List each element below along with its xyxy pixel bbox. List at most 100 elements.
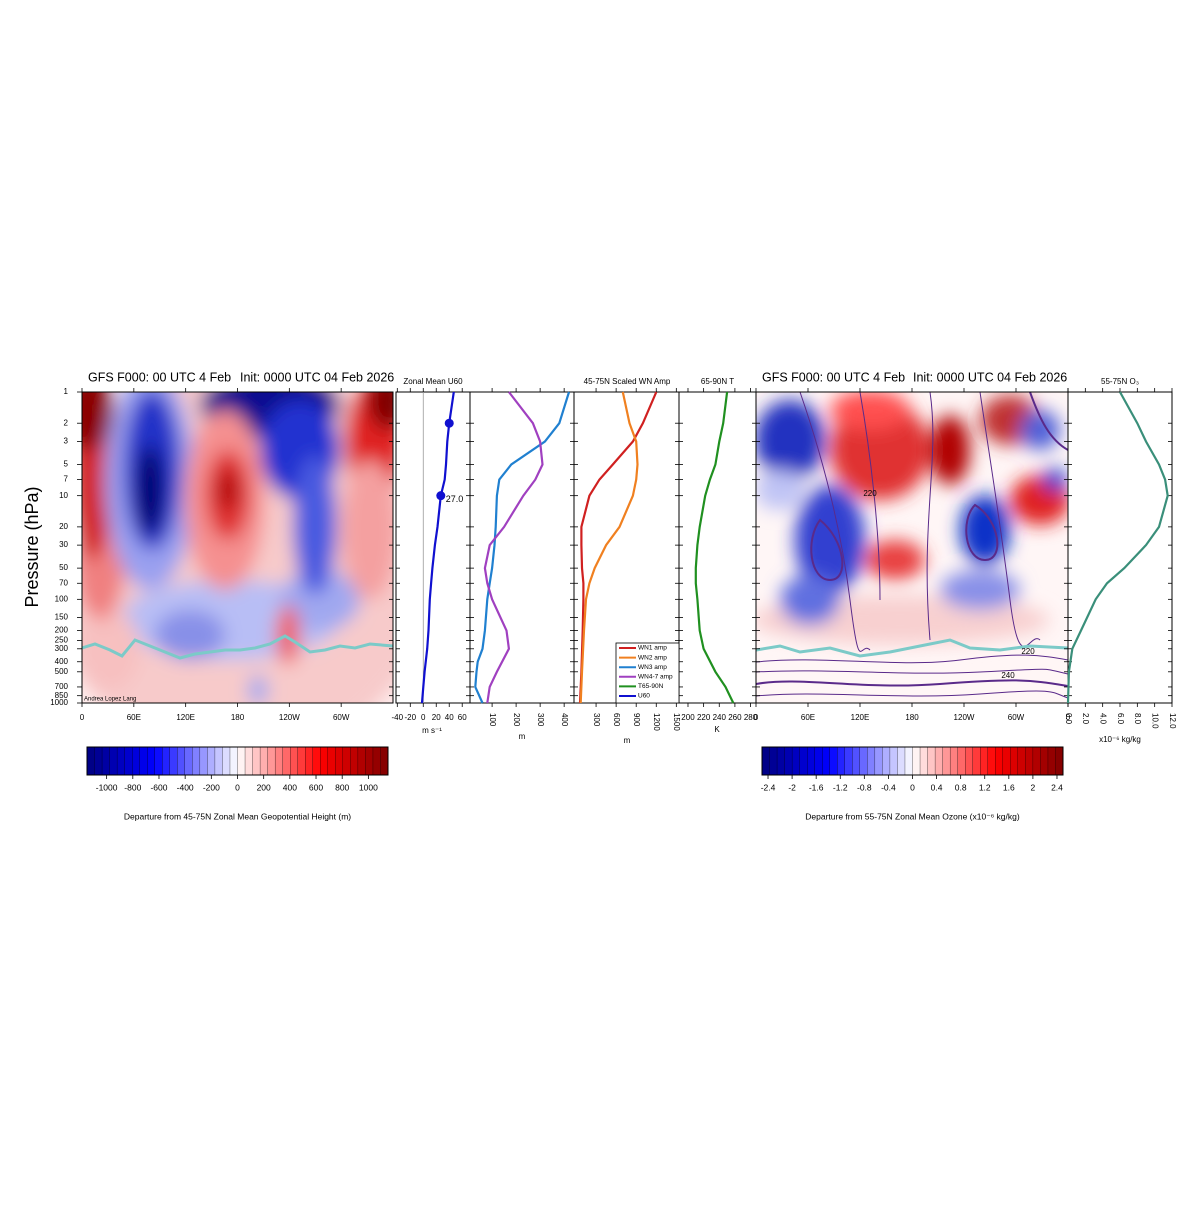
colorbar-cell: [965, 746, 974, 776]
x-tick-label: 400: [560, 713, 569, 727]
colorbar-cell: [94, 746, 103, 776]
colorbar-cell: [86, 746, 95, 776]
colorbar-tick-label: -0.4: [881, 782, 896, 792]
x-tick-label: 60W: [1008, 713, 1025, 722]
colorbar-tick-label: 0: [910, 782, 915, 792]
y-tick-label: 500: [55, 667, 69, 676]
chart-subtitle: Init: 0000 UTC 04 Feb 2026: [240, 370, 394, 384]
marker: [444, 418, 454, 428]
x-tick-label: 2.0: [1081, 713, 1090, 725]
colorbar-cell: [177, 746, 186, 776]
colorbar-cell: [859, 746, 868, 776]
colorbar-cell: [934, 746, 944, 776]
y-tick-label: 10: [59, 491, 68, 500]
colorbar-tick-label: 800: [335, 782, 349, 792]
colorbar-cell: [229, 746, 238, 776]
x-tick-label: 0.0: [1064, 713, 1073, 725]
y-tick-label: 200: [55, 626, 69, 635]
colorbar-cell: [274, 746, 284, 776]
x-tick-label: 300: [592, 713, 601, 727]
colorbar-cell: [1040, 746, 1049, 776]
colorbar-label: Departure from 45-75N Zonal Mean Geopote…: [124, 811, 351, 821]
marker: [436, 491, 446, 501]
y-tick-label: 1000: [50, 698, 68, 707]
colorbar-cell: [244, 746, 253, 776]
chart-title: GFS F000: 00 UTC 4 Feb: [88, 370, 231, 384]
colorbar-cell: [282, 746, 291, 776]
colorbar-cell: [259, 746, 269, 776]
panel-title: 55-75N O₃: [1101, 377, 1139, 386]
colorbar-cell: [784, 746, 793, 776]
colorbar-cell: [222, 746, 231, 776]
x-tick-label: 60E: [127, 713, 141, 722]
legend-label: WN4-7 amp: [638, 674, 673, 681]
colorbar-cell: [214, 746, 223, 776]
colorbar-cell: [957, 746, 966, 776]
x-tick-label: 6.0: [1116, 713, 1125, 725]
x-axis-label: K: [714, 725, 720, 734]
colorbar-tick-label: 600: [309, 782, 323, 792]
panel-frame: [395, 391, 471, 704]
contour-label: 220: [863, 489, 877, 498]
colorbar-cell: [867, 746, 876, 776]
colorbar-cell: [147, 746, 156, 776]
x-tick-label: 200: [512, 713, 521, 727]
colorbar-cell: [1002, 746, 1011, 776]
y-tick-label: 3: [64, 437, 69, 446]
y-tick-label: 400: [55, 657, 69, 666]
colorbar-cell: [365, 746, 374, 776]
colorbar-cell: [335, 746, 344, 776]
legend-label: WN1 amp: [638, 645, 667, 652]
colorbar-cell: [139, 746, 148, 776]
x-tick-label: 600: [612, 713, 621, 727]
colorbar-cell: [1017, 746, 1026, 776]
y-tick-label: 2: [64, 418, 69, 427]
colorbar-cell: [822, 746, 831, 776]
x-tick-label: 100: [488, 713, 497, 727]
x-tick-label: 60E: [801, 713, 815, 722]
y-tick-label: 1: [64, 387, 69, 396]
x-tick-label: 60: [458, 713, 467, 722]
colorbar-cell: [237, 746, 246, 776]
x-tick-label: 180: [231, 713, 245, 722]
y-tick-label: 150: [55, 613, 69, 622]
colorbar-cell: [116, 746, 126, 776]
colorbar-cell: [987, 746, 996, 776]
colorbar-cell: [852, 746, 861, 776]
chart-subtitle: Init: 0000 UTC 04 Feb 2026: [913, 370, 1067, 384]
colorbar-tick-label: 1000: [359, 782, 378, 792]
x-tick-label: 260: [728, 713, 742, 722]
x-axis-label: m s⁻¹: [422, 726, 442, 735]
colorbar-cell: [1055, 746, 1064, 776]
colorbar-cell: [807, 746, 816, 776]
panel-title: Zonal Mean U60: [403, 377, 463, 386]
y-tick-label: 30: [59, 540, 68, 549]
colorbar-cell: [350, 746, 359, 776]
colorbar-cell: [380, 746, 389, 776]
colorbar-tick-label: 0.4: [931, 782, 943, 792]
colorbar-cell: [904, 746, 913, 776]
x-tick-label: 200: [681, 713, 695, 722]
x-tick-label: -40: [392, 713, 404, 722]
profile-line: [579, 391, 639, 704]
y-tick-label: 300: [55, 644, 69, 653]
x-tick-label: 10.0: [1151, 713, 1160, 729]
profile-line: [694, 391, 735, 704]
colorbar-cell: [844, 746, 853, 776]
x-tick-label: 1500: [672, 713, 681, 731]
x-axis-label: x10⁻⁶ kg/kg: [1099, 735, 1141, 744]
colorbar-cell: [1025, 746, 1034, 776]
ozone-field: [756, 392, 1068, 703]
panel-frame: [1067, 391, 1173, 704]
colorbar-tick-label: 200: [257, 782, 271, 792]
colorbar-label: Departure from 55-75N Zonal Mean Ozone (…: [805, 811, 1020, 821]
panel-title: 45-75N Scaled WN Amp: [584, 377, 671, 386]
colorbar-cell: [109, 746, 118, 776]
colorbar-tick-label: 2.4: [1051, 782, 1063, 792]
colorbar-tick-label: -800: [124, 782, 141, 792]
x-tick-label: 220: [697, 713, 711, 722]
x-tick-label: 0: [80, 713, 85, 722]
y-tick-label: 700: [55, 682, 69, 691]
contour-label: 220: [1021, 647, 1035, 656]
colorbar-cell: [312, 746, 321, 776]
